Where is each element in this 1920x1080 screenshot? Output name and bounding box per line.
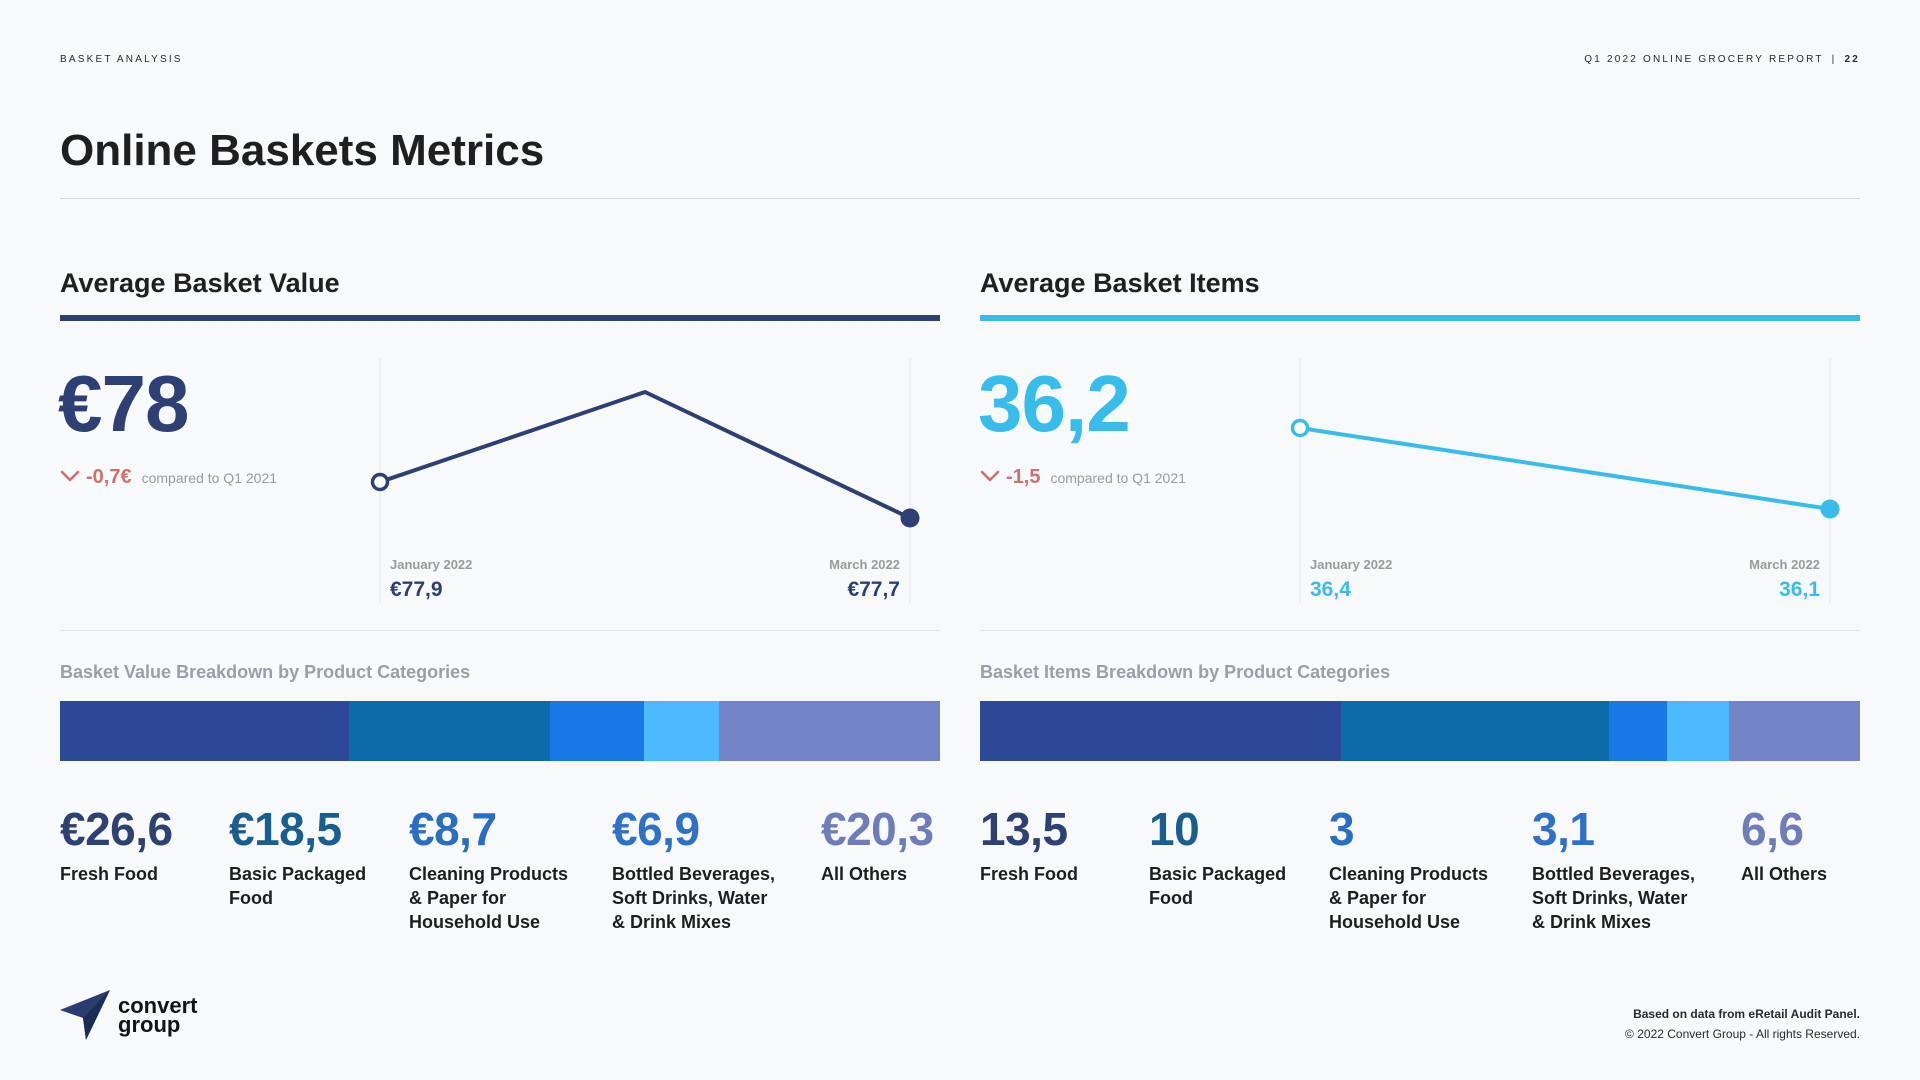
delta-value: -1,5 bbox=[1006, 466, 1041, 488]
panel-accent-bar bbox=[980, 315, 1860, 321]
report-name: Q1 2022 ONLINE GROCERY REPORT bbox=[1584, 54, 1824, 65]
bar-segment bbox=[1608, 701, 1668, 761]
category-label: Cleaning Products & Paper for Household … bbox=[1329, 864, 1489, 932]
category-value: 3 bbox=[1329, 803, 1355, 855]
line-chart: January 2022 36,4 March 2022 36,1 bbox=[1290, 358, 1840, 603]
breakdown-title: Basket Items Breakdown by Product Catego… bbox=[980, 662, 1391, 682]
row-divider bbox=[60, 630, 940, 631]
delta-value: -0,7€ bbox=[86, 466, 132, 488]
category-value: €20,3 bbox=[821, 803, 934, 855]
title-divider bbox=[60, 198, 1860, 199]
category-label: Cleaning Products & Paper for Household … bbox=[409, 864, 569, 932]
category-item: 13,5 Fresh Food bbox=[980, 802, 1078, 886]
point-end bbox=[1820, 499, 1840, 519]
line-chart: January 2022 €77,9 March 2022 €77,7 bbox=[370, 358, 920, 603]
point-start bbox=[370, 472, 390, 492]
panel-title: Average Basket Items bbox=[980, 268, 1260, 298]
category-value: 13,5 bbox=[980, 803, 1068, 855]
category-value: €18,5 bbox=[229, 803, 342, 855]
category-label: Fresh Food bbox=[980, 864, 1078, 884]
bar-segment bbox=[644, 701, 720, 761]
category-value: 6,6 bbox=[1741, 803, 1804, 855]
data-source-note: Based on data from eRetail Audit Panel. bbox=[1633, 1007, 1860, 1021]
bar-segment bbox=[1341, 701, 1609, 761]
category-label: All Others bbox=[1741, 864, 1828, 884]
category-value: €26,6 bbox=[60, 803, 173, 855]
bar-segment bbox=[1728, 701, 1860, 761]
endpoint-value: 36,1 bbox=[1779, 578, 1820, 601]
series-line bbox=[379, 390, 911, 520]
delta-indicator: -0,7€ compared to Q1 2021 bbox=[60, 466, 277, 489]
bar-segment bbox=[980, 701, 1342, 761]
header-separator: | bbox=[1831, 54, 1837, 65]
delta-caption: compared to Q1 2021 bbox=[141, 470, 278, 486]
category-value: €8,7 bbox=[409, 803, 497, 855]
basket-value-panel: Average Basket Value €78 -0,7€ compared … bbox=[58, 262, 940, 962]
copyright-note: © 2022 Convert Group - All rights Reserv… bbox=[1625, 1027, 1860, 1041]
category-label: All Others bbox=[821, 864, 908, 884]
delta-caption: compared to Q1 2021 bbox=[1050, 470, 1186, 486]
category-value: 10 bbox=[1149, 803, 1200, 855]
stacked-bar bbox=[60, 701, 940, 761]
category-value: 3,1 bbox=[1532, 803, 1595, 855]
panel-title: Average Basket Value bbox=[60, 268, 340, 298]
category-item: 6,6 All Others bbox=[1741, 802, 1827, 886]
bar-segment bbox=[719, 701, 940, 761]
category-item: €26,6 Fresh Food bbox=[60, 802, 173, 886]
endpoint-month: January 2022 bbox=[1310, 557, 1392, 572]
paper-plane-icon bbox=[60, 990, 110, 1040]
category-item: 3 Cleaning Products & Paper for Household… bbox=[1329, 802, 1488, 934]
row-divider bbox=[980, 630, 1860, 631]
category-item: €18,5 Basic Packaged Food bbox=[229, 802, 366, 910]
category-value: €6,9 bbox=[612, 803, 700, 855]
category-item: €8,7 Cleaning Products & Paper for Househ… bbox=[409, 802, 568, 934]
endpoint-month: January 2022 bbox=[390, 557, 472, 572]
category-label: Fresh Food bbox=[60, 864, 158, 884]
logo-line-2: group bbox=[118, 1012, 181, 1037]
category-label: Basic Packaged Food bbox=[229, 864, 367, 908]
chevron-down-icon bbox=[60, 470, 80, 482]
endpoint-value: €77,9 bbox=[390, 578, 443, 601]
point-start bbox=[1290, 418, 1310, 438]
logo-line-1: convert bbox=[118, 993, 198, 1018]
footer: Based on data from eRetail Audit Panel. … bbox=[1625, 1004, 1860, 1044]
category-item: 3,1 Bottled Beverages, Soft Drinks, Water… bbox=[1532, 802, 1695, 934]
category-item: 10 Basic Packaged Food bbox=[1149, 802, 1286, 910]
series-line bbox=[1299, 426, 1831, 511]
basket-items-panel: Average Basket Items 36,2 -1,5 compared … bbox=[978, 262, 1860, 962]
category-item: €6,9 Bottled Beverages, Soft Drinks, Wate… bbox=[612, 802, 775, 934]
endpoint-month: March 2022 bbox=[829, 557, 900, 572]
category-label: Bottled Beverages, Soft Drinks, Water & … bbox=[612, 864, 776, 932]
page-title: Online Baskets Metrics bbox=[60, 126, 545, 175]
company-logo: convert group bbox=[60, 988, 197, 1042]
category-item: €20,3 All Others bbox=[821, 802, 934, 886]
chevron-down-icon bbox=[980, 470, 1000, 482]
endpoint-month: March 2022 bbox=[1749, 557, 1820, 572]
page-number: 22 bbox=[1844, 54, 1860, 65]
panel-accent-bar bbox=[60, 315, 940, 321]
delta-indicator: -1,5 compared to Q1 2021 bbox=[980, 466, 1186, 489]
bar-segment bbox=[60, 701, 349, 761]
category-label: Basic Packaged Food bbox=[1149, 864, 1287, 908]
endpoint-value: €77,7 bbox=[847, 578, 900, 601]
breakdown-title: Basket Value Breakdown by Product Catego… bbox=[60, 662, 471, 682]
report-label: Q1 2022 ONLINE GROCERY REPORT | 22 bbox=[1584, 54, 1860, 65]
endpoint-value: 36,4 bbox=[1310, 578, 1351, 601]
bar-segment bbox=[1667, 701, 1729, 761]
big-value: €78 bbox=[58, 359, 189, 448]
category-label: Bottled Beverages, Soft Drinks, Water & … bbox=[1532, 864, 1696, 932]
big-value: 36,2 bbox=[978, 359, 1131, 448]
bar-segment bbox=[549, 701, 645, 761]
bar-segment bbox=[348, 701, 550, 761]
logo-text: convert group bbox=[118, 993, 198, 1037]
section-label: BASKET ANALYSIS bbox=[60, 54, 183, 65]
point-end bbox=[900, 508, 920, 528]
stacked-bar bbox=[980, 701, 1860, 761]
